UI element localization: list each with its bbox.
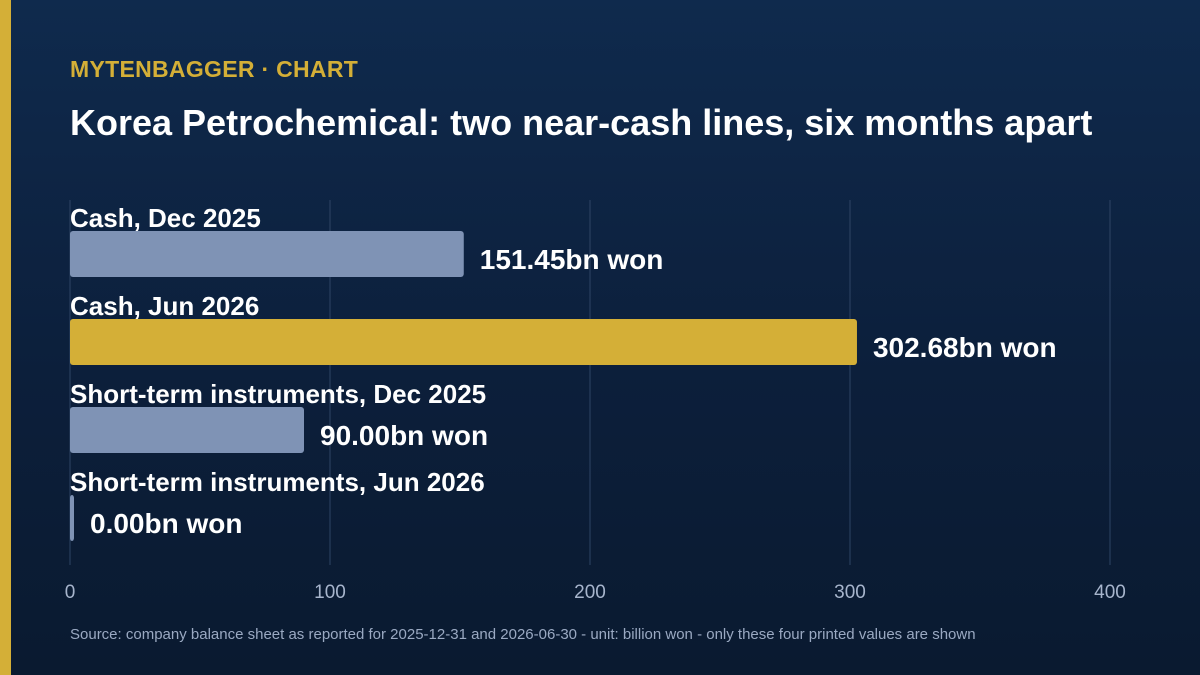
source-note: Source: company balance sheet as reporte… [70,626,976,643]
bar [70,319,857,365]
value-label: 151.45bn won [480,244,664,275]
x-tick-label: 400 [1094,582,1126,603]
x-tick-label: 0 [65,582,76,603]
category-label: Short-term instruments, Jun 2026 [70,467,485,497]
bar [70,495,74,541]
value-label: 302.68bn won [873,332,1057,363]
x-tick-label: 100 [314,582,346,603]
chart-title: Korea Petrochemical: two near-cash lines… [70,102,1093,143]
x-tick-label: 200 [574,582,606,603]
category-label: Cash, Dec 2025 [70,203,261,233]
category-label: Cash, Jun 2026 [70,291,259,321]
category-label: Short-term instruments, Dec 2025 [70,379,486,409]
accent-bar [0,0,11,675]
brand-label: MYTENBAGGER · CHART [70,56,359,82]
bar [70,407,304,453]
value-label: 90.00bn won [320,420,488,451]
value-label: 0.00bn won [90,508,242,539]
bar [70,231,464,277]
x-tick-label: 300 [834,582,866,603]
